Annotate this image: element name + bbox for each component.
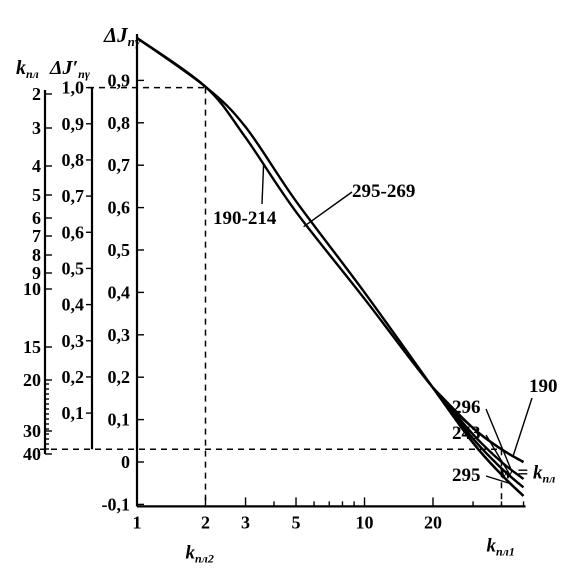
k-tick-label: 7 — [32, 226, 41, 246]
k-tick-label: 2 — [32, 84, 41, 104]
x-tick-label: 1 — [133, 512, 142, 532]
k-tick-label: 3 — [32, 118, 41, 138]
dj-tick-label: 0,6 — [62, 222, 85, 242]
x-tick-label: 10 — [356, 512, 374, 532]
series-label-295-269: 295-269 — [352, 181, 415, 202]
y-tick-label: 0,4 — [108, 282, 131, 302]
tail-label-296: 296 — [452, 397, 481, 418]
dj-tick-label: 0,7 — [62, 186, 85, 206]
x-tick-label: 3 — [241, 512, 250, 532]
y-tick-label: 0,9 — [108, 70, 131, 90]
dj-tick-label: 0,1 — [62, 403, 85, 423]
main-axes: -0,1 0 0,1 0,2 0,3 0,4 0,5 0,6 0,7 0,8 0,9 1 2 3 5 10 20 — [102, 34, 526, 532]
x-tick-label: 2 — [201, 512, 210, 532]
dj-tick-label: 0,2 — [62, 367, 85, 387]
y-tick-label: 0,8 — [108, 113, 131, 133]
dj-scale-title: ΔJ′пγ — [49, 57, 90, 81]
y-tick-label: 0 — [121, 452, 130, 472]
dj-tick-label: 0,8 — [62, 150, 85, 170]
curves — [136, 37, 525, 497]
leader-243 — [485, 434, 512, 477]
leader-295-269 — [303, 191, 353, 228]
dj-tick-label: 0,9 — [62, 114, 85, 134]
k-tick-label: 4 — [32, 156, 41, 176]
tail-label-190: 190 — [529, 376, 558, 397]
tail-label-295: 295 — [452, 465, 481, 486]
k-tick-label: 8 — [32, 245, 41, 265]
leader-190-214 — [261, 165, 265, 205]
leader-296 — [485, 408, 512, 470]
dj-tick-label: 0,4 — [62, 295, 85, 315]
y-tick-label: -0,1 — [102, 494, 131, 514]
y-axis-title: ΔJпγ — [103, 23, 141, 49]
y-tick-label: 0,1 — [108, 410, 131, 430]
k-tick-label: 15 — [23, 337, 41, 357]
tail-line-295 — [432, 387, 525, 497]
k-tick-label: 40 — [23, 444, 41, 464]
k-pl2-label: kпл2 — [185, 542, 213, 565]
k-tick-label: 9 — [32, 263, 41, 283]
k-tick-label: 10 — [23, 279, 41, 299]
y-tick-label: 0,5 — [108, 240, 131, 260]
k-pl1-label: kпл1 — [486, 535, 514, 558]
k-tick-label: 20 — [23, 370, 41, 390]
k-tick-label: 30 — [23, 421, 41, 441]
labels: ΔJпγ w = kпл kпл2 kпл1 190-214 295-269 190 296 2… — [103, 23, 558, 565]
series-label-190-214: 190-214 — [213, 208, 277, 229]
x-tick-label: 20 — [424, 512, 442, 532]
y-tick-label: 0,6 — [108, 198, 131, 218]
k-tick-label: 5 — [32, 185, 41, 205]
tail-line-296 — [432, 387, 525, 480]
x-axis-title: w = kпл — [500, 462, 555, 485]
dj-tick-label: 1,0 — [62, 78, 85, 98]
y-tick-label: 0,2 — [108, 367, 131, 387]
y-tick-label: 0,3 — [108, 325, 131, 345]
dj-tick-label: 0,5 — [62, 258, 85, 278]
k-tick-label: 6 — [32, 208, 41, 228]
tail-label-243: 243 — [452, 423, 481, 444]
y-tick-label: 0,7 — [108, 155, 131, 175]
leader-295 — [485, 475, 512, 485]
aux-dj-scale: 1,0 0,9 0,8 0,7 0,6 0,5 0,4 0,3 0,2 0,1 ΔJ′пγ — [49, 57, 94, 450]
k-scale-title: kпл — [16, 57, 39, 81]
reference-lines — [40, 86, 503, 507]
dj-tick-label: 0,3 — [62, 331, 85, 351]
x-tick-label: 5 — [292, 512, 301, 532]
leader-190 — [512, 397, 533, 457]
